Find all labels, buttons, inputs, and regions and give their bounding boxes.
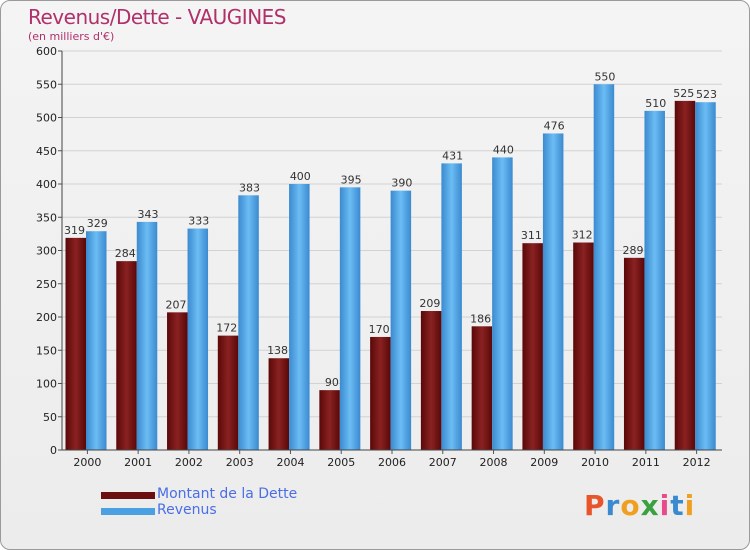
y-tick-label: 200 — [36, 311, 57, 324]
debt-value-label: 172 — [216, 322, 237, 335]
revenus-bar — [542, 133, 564, 450]
axes: 0 50 100 150 200 250 300 350 400 450 500 550 600 2000… — [36, 45, 722, 469]
debt-value-label: 525 — [673, 87, 694, 100]
x-tick-label: 2001 — [124, 456, 152, 469]
debt-value-label: 319 — [64, 224, 85, 237]
y-tick-label: 450 — [36, 145, 57, 158]
y-tick-label: 100 — [36, 378, 57, 391]
revenus-value-label: 383 — [239, 181, 260, 194]
x-tick-label: 2003 — [226, 456, 254, 469]
x-tick-label: 2002 — [175, 456, 203, 469]
debt-bar — [573, 242, 594, 450]
debt-value-label: 284 — [115, 247, 136, 260]
revenus-value-label: 400 — [290, 170, 311, 183]
x-tick-label: 2007 — [429, 456, 457, 469]
legend-label-revenus: Revenus — [157, 502, 217, 518]
y-tick-label: 50 — [43, 411, 57, 424]
revenus-value-label: 395 — [341, 173, 362, 186]
legend-swatch-debt — [101, 492, 155, 499]
x-tick-label: 2009 — [530, 456, 558, 469]
revenus-bar — [441, 163, 462, 450]
proxiti-logo: Proxiti — [584, 489, 695, 522]
debt-value-label: 311 — [521, 229, 542, 242]
revenus-bar — [492, 157, 513, 450]
debt-value-label: 138 — [267, 344, 288, 357]
logo-letter: r — [605, 489, 621, 522]
debt-value-label: 209 — [419, 297, 440, 310]
revenus-value-label: 343 — [138, 208, 159, 221]
debt-bar — [116, 261, 137, 450]
bars — [65, 84, 716, 450]
debt-value-label: 312 — [572, 229, 593, 242]
revenus-value-label: 476 — [544, 119, 565, 132]
logo-letter: i — [684, 489, 696, 522]
debt-bar — [370, 336, 391, 450]
revenus-value-label: 550 — [594, 70, 615, 83]
debt-bar — [319, 390, 340, 450]
debt-value-label: 186 — [470, 312, 491, 325]
x-tick-label: 2011 — [632, 456, 660, 469]
debt-bar — [674, 100, 696, 450]
debt-bar — [471, 326, 493, 450]
x-tick-label: 2012 — [683, 456, 711, 469]
debt-bar — [268, 358, 290, 450]
revenus-value-label: 440 — [493, 143, 514, 156]
x-tick-label: 2005 — [327, 456, 355, 469]
y-tick-label: 350 — [36, 211, 57, 224]
revenus-value-label: 523 — [696, 88, 717, 101]
legend-swatch-revenus — [101, 508, 155, 515]
logo-letter: x — [640, 489, 660, 522]
x-tick-label: 2006 — [378, 456, 406, 469]
revenus-bar — [86, 231, 107, 450]
revenus-bar — [187, 228, 209, 450]
y-tick-label: 250 — [36, 278, 57, 291]
debt-value-label: 170 — [369, 323, 390, 336]
page-title: Revenus/Dette - VAUGINES — [28, 5, 287, 29]
revenus-value-label: 333 — [188, 215, 209, 228]
logo-letter: t — [670, 489, 685, 522]
debt-bar — [217, 335, 239, 450]
x-tick-label: 2000 — [73, 456, 101, 469]
y-tick-label: 600 — [36, 45, 57, 58]
revenus-bar — [695, 102, 716, 450]
debt-bar — [65, 237, 86, 450]
debt-value-label: 289 — [622, 244, 643, 257]
logo-letter: i — [659, 489, 671, 522]
debt-value-label: 207 — [166, 298, 187, 311]
revenus-bar — [644, 110, 665, 450]
y-tick-label: 300 — [36, 245, 57, 258]
debt-bar — [167, 312, 188, 450]
revenus-value-label: 390 — [391, 177, 412, 190]
y-tick-label: 150 — [36, 344, 57, 357]
x-tick-label: 2004 — [276, 456, 304, 469]
logo-letter: o — [620, 489, 641, 522]
revenus-value-label: 510 — [645, 97, 666, 110]
revenus-bar — [339, 187, 361, 450]
logo-letter: P — [584, 489, 606, 522]
revenus-bar — [238, 195, 259, 450]
revenus-bar — [390, 190, 412, 450]
debt-bar — [420, 311, 442, 450]
y-tick-label: 550 — [36, 78, 57, 91]
revenus-value-label: 431 — [442, 149, 463, 162]
revenus-bar — [593, 84, 615, 450]
chart-subtitle: (en milliers d'€) — [28, 30, 115, 43]
revenus-value-label: 329 — [87, 217, 108, 230]
y-tick-label: 400 — [36, 178, 57, 191]
legend-label-debt: Montant de la Dette — [157, 486, 298, 502]
debt-bar — [522, 243, 543, 450]
y-tick-label: 500 — [36, 112, 57, 125]
revenus-bar — [289, 184, 310, 450]
debt-bar — [623, 257, 645, 450]
x-tick-label: 2010 — [581, 456, 609, 469]
debt-value-label: 90 — [325, 376, 339, 389]
x-tick-label: 2008 — [480, 456, 508, 469]
y-tick-label: 0 — [50, 444, 57, 457]
revenus-bar — [136, 221, 158, 450]
